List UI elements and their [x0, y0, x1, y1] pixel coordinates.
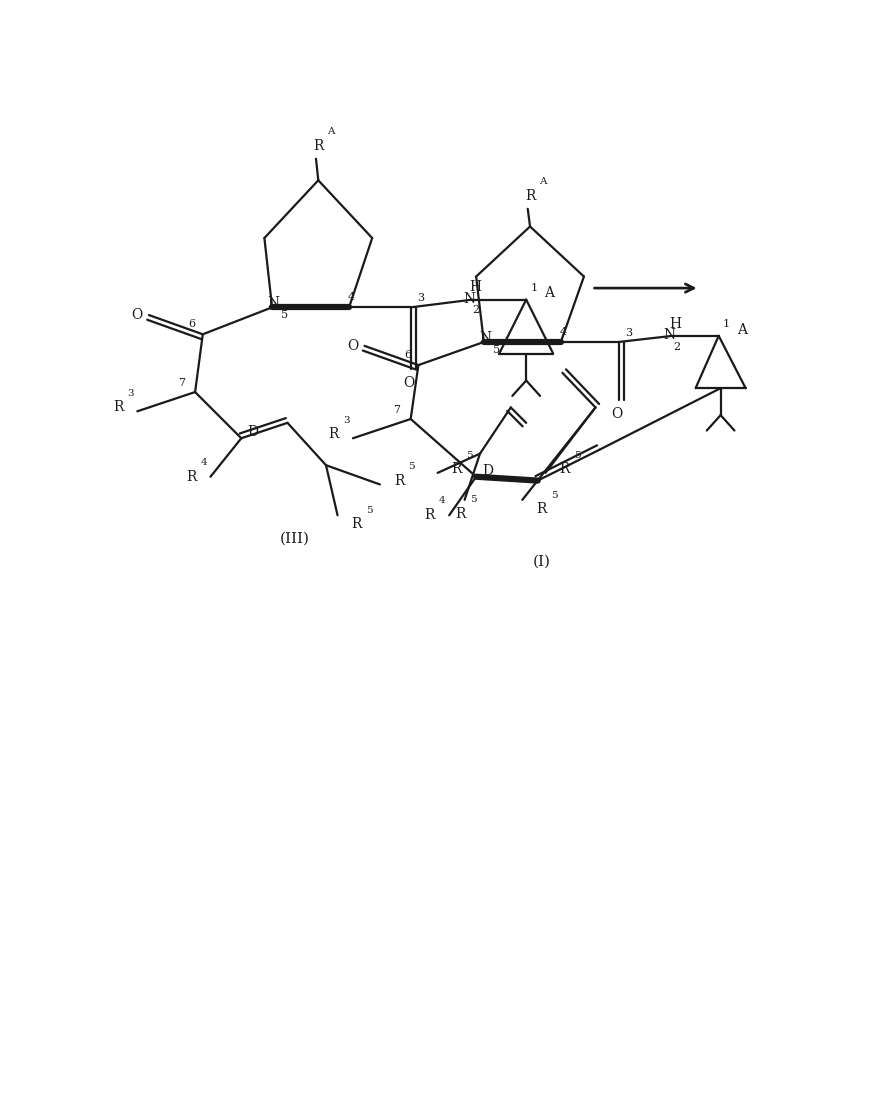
Text: R: R: [559, 462, 570, 476]
Text: R: R: [313, 139, 323, 152]
Text: (I): (I): [532, 554, 550, 569]
Text: 5: 5: [466, 451, 473, 460]
Text: R: R: [394, 473, 404, 488]
Text: 7: 7: [177, 378, 185, 388]
Text: 5: 5: [470, 496, 477, 504]
Text: A: A: [544, 287, 555, 300]
Text: 1: 1: [530, 283, 538, 293]
Text: A: A: [737, 322, 746, 337]
Text: N: N: [479, 331, 491, 346]
Text: 3: 3: [127, 389, 134, 398]
Text: N: N: [268, 297, 280, 310]
Text: O: O: [403, 376, 415, 390]
Text: N: N: [463, 292, 475, 306]
Text: 6: 6: [188, 319, 195, 329]
Text: 7: 7: [393, 404, 401, 414]
Text: R: R: [329, 428, 339, 441]
Text: R: R: [455, 507, 466, 521]
Text: A: A: [328, 128, 335, 137]
Text: R: R: [452, 462, 462, 476]
Text: (III): (III): [280, 531, 310, 546]
Text: 5: 5: [574, 451, 581, 460]
Text: R: R: [351, 518, 362, 531]
Text: 6: 6: [404, 350, 411, 360]
Text: D: D: [247, 426, 258, 439]
Text: 5: 5: [409, 462, 415, 471]
Text: O: O: [348, 339, 358, 353]
Text: R: R: [186, 470, 196, 483]
Text: D: D: [482, 463, 493, 478]
Text: A: A: [539, 178, 547, 187]
Text: 5: 5: [280, 310, 288, 320]
Text: 1: 1: [723, 319, 730, 329]
Text: 3: 3: [625, 328, 633, 338]
Text: 4: 4: [439, 497, 446, 506]
Text: H: H: [669, 317, 682, 330]
Text: R: R: [425, 508, 435, 522]
Text: 4: 4: [348, 292, 355, 302]
Text: H: H: [470, 280, 481, 294]
Text: R: R: [113, 400, 124, 414]
Text: 2: 2: [673, 341, 680, 351]
Text: 3: 3: [418, 293, 425, 303]
Text: 5: 5: [493, 344, 500, 354]
Text: O: O: [611, 407, 623, 421]
Text: O: O: [132, 308, 143, 322]
Text: 3: 3: [343, 417, 349, 426]
Text: 5: 5: [551, 491, 557, 500]
Text: N: N: [663, 328, 676, 342]
Text: 4: 4: [201, 458, 207, 467]
Text: 4: 4: [560, 327, 566, 337]
Text: 5: 5: [366, 507, 373, 516]
Text: R: R: [537, 502, 547, 517]
Text: R: R: [525, 189, 535, 202]
Text: 2: 2: [472, 306, 479, 316]
